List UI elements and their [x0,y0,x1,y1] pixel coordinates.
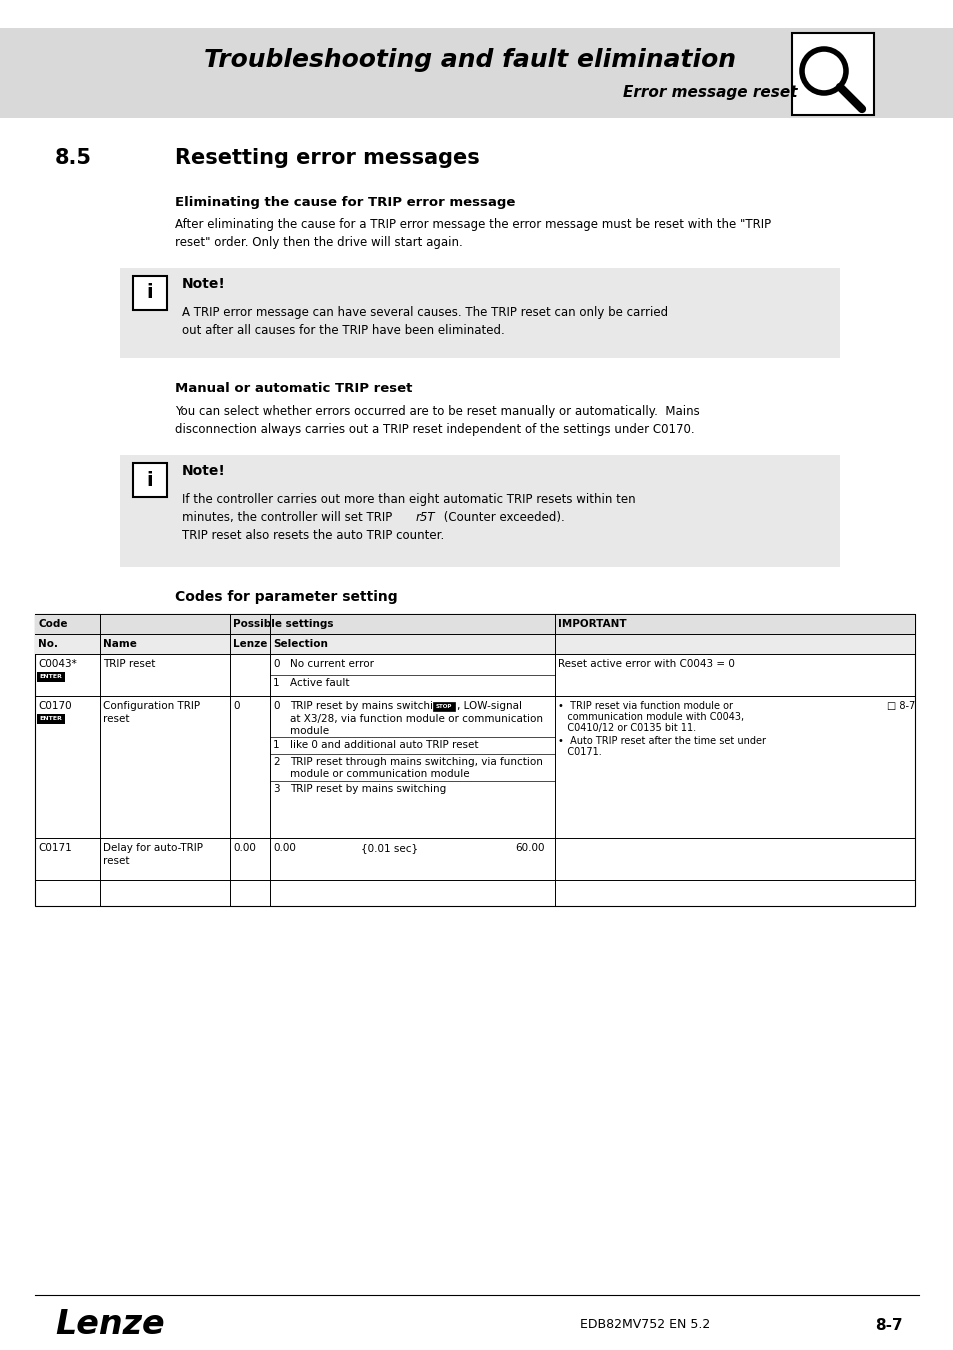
Text: If the controller carries out more than eight automatic TRIP resets within ten: If the controller carries out more than … [182,493,635,506]
Bar [35,614,914,634]
Text: A TRIP error message can have several causes. The TRIP reset can only be carried: A TRIP error message can have several ca… [182,306,667,338]
Bar [433,702,455,711]
Text: EDB82MV752 EN 5.2: EDB82MV752 EN 5.2 [579,1319,709,1331]
Text: Note!: Note! [182,464,226,478]
Text: TRIP reset also resets the auto TRIP counter.: TRIP reset also resets the auto TRIP cou… [182,529,444,541]
Bar [132,463,167,497]
Text: 1: 1 [273,678,279,688]
Text: TRIP reset by mains switching: TRIP reset by mains switching [290,784,446,794]
Text: i: i [147,471,153,490]
Text: module: module [290,726,329,736]
Text: Codes for parameter setting: Codes for parameter setting [174,590,397,603]
Text: No current error: No current error [290,659,374,670]
Bar [35,634,914,653]
Text: TRIP reset through mains switching, via function: TRIP reset through mains switching, via … [290,757,542,767]
Text: 0.00: 0.00 [273,842,295,853]
Text: C0171.: C0171. [558,747,601,757]
Text: TRIP reset: TRIP reset [103,659,155,670]
Text: Error message reset: Error message reset [622,85,797,100]
FancyBboxPatch shape [120,269,840,358]
Text: communication module with C0043,: communication module with C0043, [558,711,743,722]
Text: Troubleshooting and fault elimination: Troubleshooting and fault elimination [204,49,735,72]
Bar [37,714,65,724]
Text: 3: 3 [273,784,279,794]
Text: Lenze: Lenze [233,639,267,649]
Text: •  TRIP reset via function module or: • TRIP reset via function module or [558,701,732,711]
Text: minutes, the controller will set TRIP: minutes, the controller will set TRIP [182,512,399,524]
Text: After eliminating the cause for a TRIP error message the error message must be r: After eliminating the cause for a TRIP e… [174,217,770,248]
Text: 0.00: 0.00 [233,842,255,853]
Text: C0171: C0171 [38,842,71,853]
Text: ENTER: ENTER [39,675,62,679]
Text: IMPORTANT: IMPORTANT [558,620,626,629]
Text: like 0 and additional auto TRIP reset: like 0 and additional auto TRIP reset [290,740,478,751]
Text: 1: 1 [273,740,279,751]
Text: Lenze: Lenze [55,1308,165,1342]
Text: Note!: Note! [182,277,226,292]
Text: •  Auto TRIP reset after the time set under: • Auto TRIP reset after the time set und… [558,736,765,747]
Text: Code: Code [38,620,68,629]
FancyBboxPatch shape [120,455,840,567]
Text: You can select whether errors occurred are to be reset manually or automatically: You can select whether errors occurred a… [174,405,699,436]
Text: 2: 2 [273,757,279,767]
Text: Delay for auto-TRIP
reset: Delay for auto-TRIP reset [103,842,203,867]
Text: Possible settings: Possible settings [233,620,334,629]
Text: C0410/12 or C0135 bit 11.: C0410/12 or C0135 bit 11. [558,724,696,733]
Text: ENTER: ENTER [39,717,62,721]
Text: 60.00: 60.00 [515,842,544,853]
Text: TRIP reset by mains switching,: TRIP reset by mains switching, [290,701,453,711]
Text: Reset active error with C0043 = 0: Reset active error with C0043 = 0 [558,659,734,670]
Text: 0: 0 [273,701,279,711]
Text: 8-7: 8-7 [874,1318,902,1332]
Text: (Counter exceeded).: (Counter exceeded). [439,512,564,524]
Text: Name: Name [103,639,136,649]
Bar [132,275,167,310]
Text: No.: No. [38,639,58,649]
Text: 0: 0 [273,659,279,670]
Text: i: i [147,284,153,302]
Text: C0170: C0170 [38,701,71,711]
Text: C0043*: C0043* [38,659,76,670]
Bar [791,32,873,115]
Text: 0: 0 [233,701,239,711]
Text: at X3/28, via function module or communication: at X3/28, via function module or communi… [290,714,542,724]
Text: {0.01 sec}: {0.01 sec} [361,842,418,853]
Text: Manual or automatic TRIP reset: Manual or automatic TRIP reset [174,382,412,396]
Text: Eliminating the cause for TRIP error message: Eliminating the cause for TRIP error mes… [174,196,515,209]
Text: Active fault: Active fault [290,678,349,688]
Text: , LOW-signal: , LOW-signal [456,701,521,711]
Text: □ 8-7: □ 8-7 [886,701,914,711]
Text: Configuration TRIP
reset: Configuration TRIP reset [103,701,200,724]
Text: STOP: STOP [436,703,452,709]
Text: Selection: Selection [273,639,328,649]
FancyBboxPatch shape [0,28,953,117]
Bar [35,614,914,906]
Text: module or communication module: module or communication module [290,769,469,779]
Bar [37,672,65,682]
Text: r5T: r5T [416,512,435,524]
Text: Resetting error messages: Resetting error messages [174,148,479,167]
Text: 8.5: 8.5 [55,148,91,167]
